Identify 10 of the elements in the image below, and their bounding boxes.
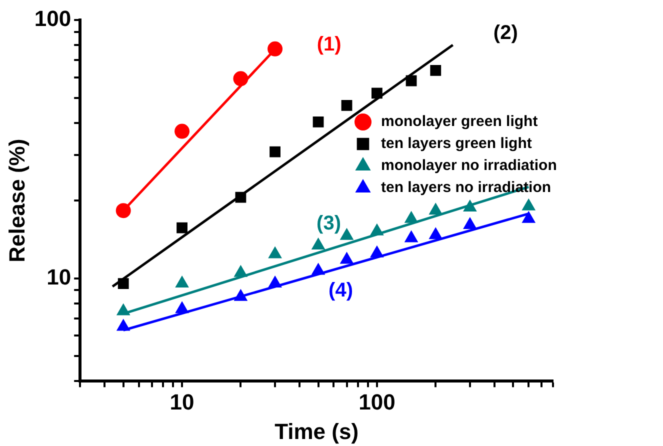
annotation: (4) <box>328 279 353 302</box>
legend-label: monolayer no irradiation <box>381 157 557 174</box>
y-axis-title: Release (%) <box>4 138 30 262</box>
legend-label: ten layers green light <box>381 135 532 152</box>
legend-label: monolayer green light <box>381 113 538 130</box>
annotation: (3) <box>316 212 341 234</box>
legend-label: ten layers no irradiation <box>381 179 552 196</box>
annotation: (2) <box>493 22 518 44</box>
x-axis-title: Time (s) <box>274 418 359 444</box>
annotation: (1) <box>316 33 342 56</box>
